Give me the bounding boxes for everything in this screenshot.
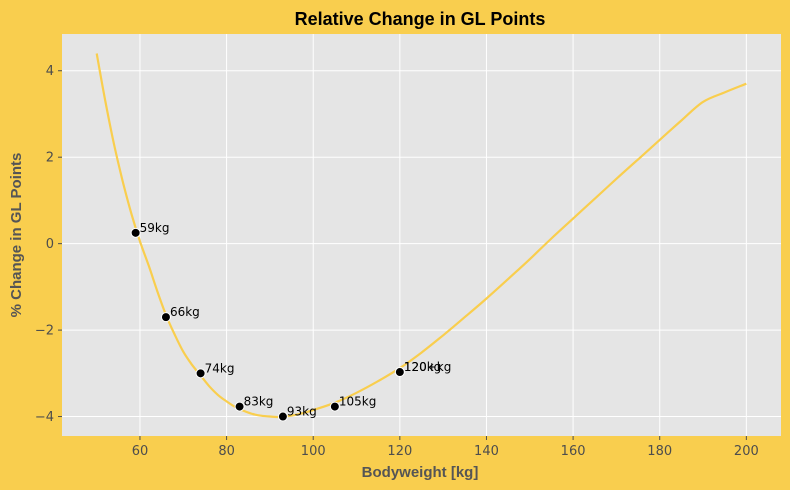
data-point-label: 83kg: [244, 395, 274, 409]
series-line-0: [95, 53, 747, 419]
x-tick-label: 140: [474, 444, 499, 459]
x-tick-label: 60: [132, 444, 149, 459]
x-tick-label: 100: [301, 444, 326, 459]
y-tick-label: 4: [46, 64, 54, 79]
data-point: [234, 401, 245, 412]
x-tick-label: 200: [734, 444, 759, 459]
y-tick-label: −2: [35, 324, 54, 339]
plot-area: [62, 34, 781, 436]
x-tick-label: 160: [561, 444, 586, 459]
series-layer: [95, 53, 747, 419]
data-point-label: 120+kg: [404, 360, 452, 374]
data-point: [329, 401, 340, 412]
data-point-label: 120kg: [404, 360, 441, 374]
chart-title: Relative Change in GL Points: [295, 9, 546, 29]
y-tick-label: −4: [35, 410, 54, 425]
data-point: [277, 411, 288, 422]
x-tick-label: 120: [387, 444, 412, 459]
data-point-label: 74kg: [205, 361, 235, 375]
data-point-label: 59kg: [140, 221, 170, 235]
x-tick-label: 180: [647, 444, 672, 459]
y-axis-label: % Change in GL Points: [8, 153, 25, 318]
data-point: [394, 367, 405, 378]
data-point: [195, 368, 206, 379]
y-tick-label: 0: [46, 237, 54, 252]
data-point-label: 105kg: [339, 395, 376, 409]
y-tick-label: 2: [46, 151, 54, 166]
x-axis-label: Bodyweight [kg]: [362, 464, 479, 481]
grid: [62, 34, 781, 436]
data-point-label: 66kg: [170, 305, 200, 319]
data-point-label: 93kg: [287, 405, 317, 419]
data-point: [130, 227, 141, 238]
x-tick-label: 80: [218, 444, 235, 459]
data-point: [160, 312, 171, 323]
axis-ticks: 60 80 100 120 140 160 180 200 −4 −2 0 2 4: [35, 64, 759, 459]
